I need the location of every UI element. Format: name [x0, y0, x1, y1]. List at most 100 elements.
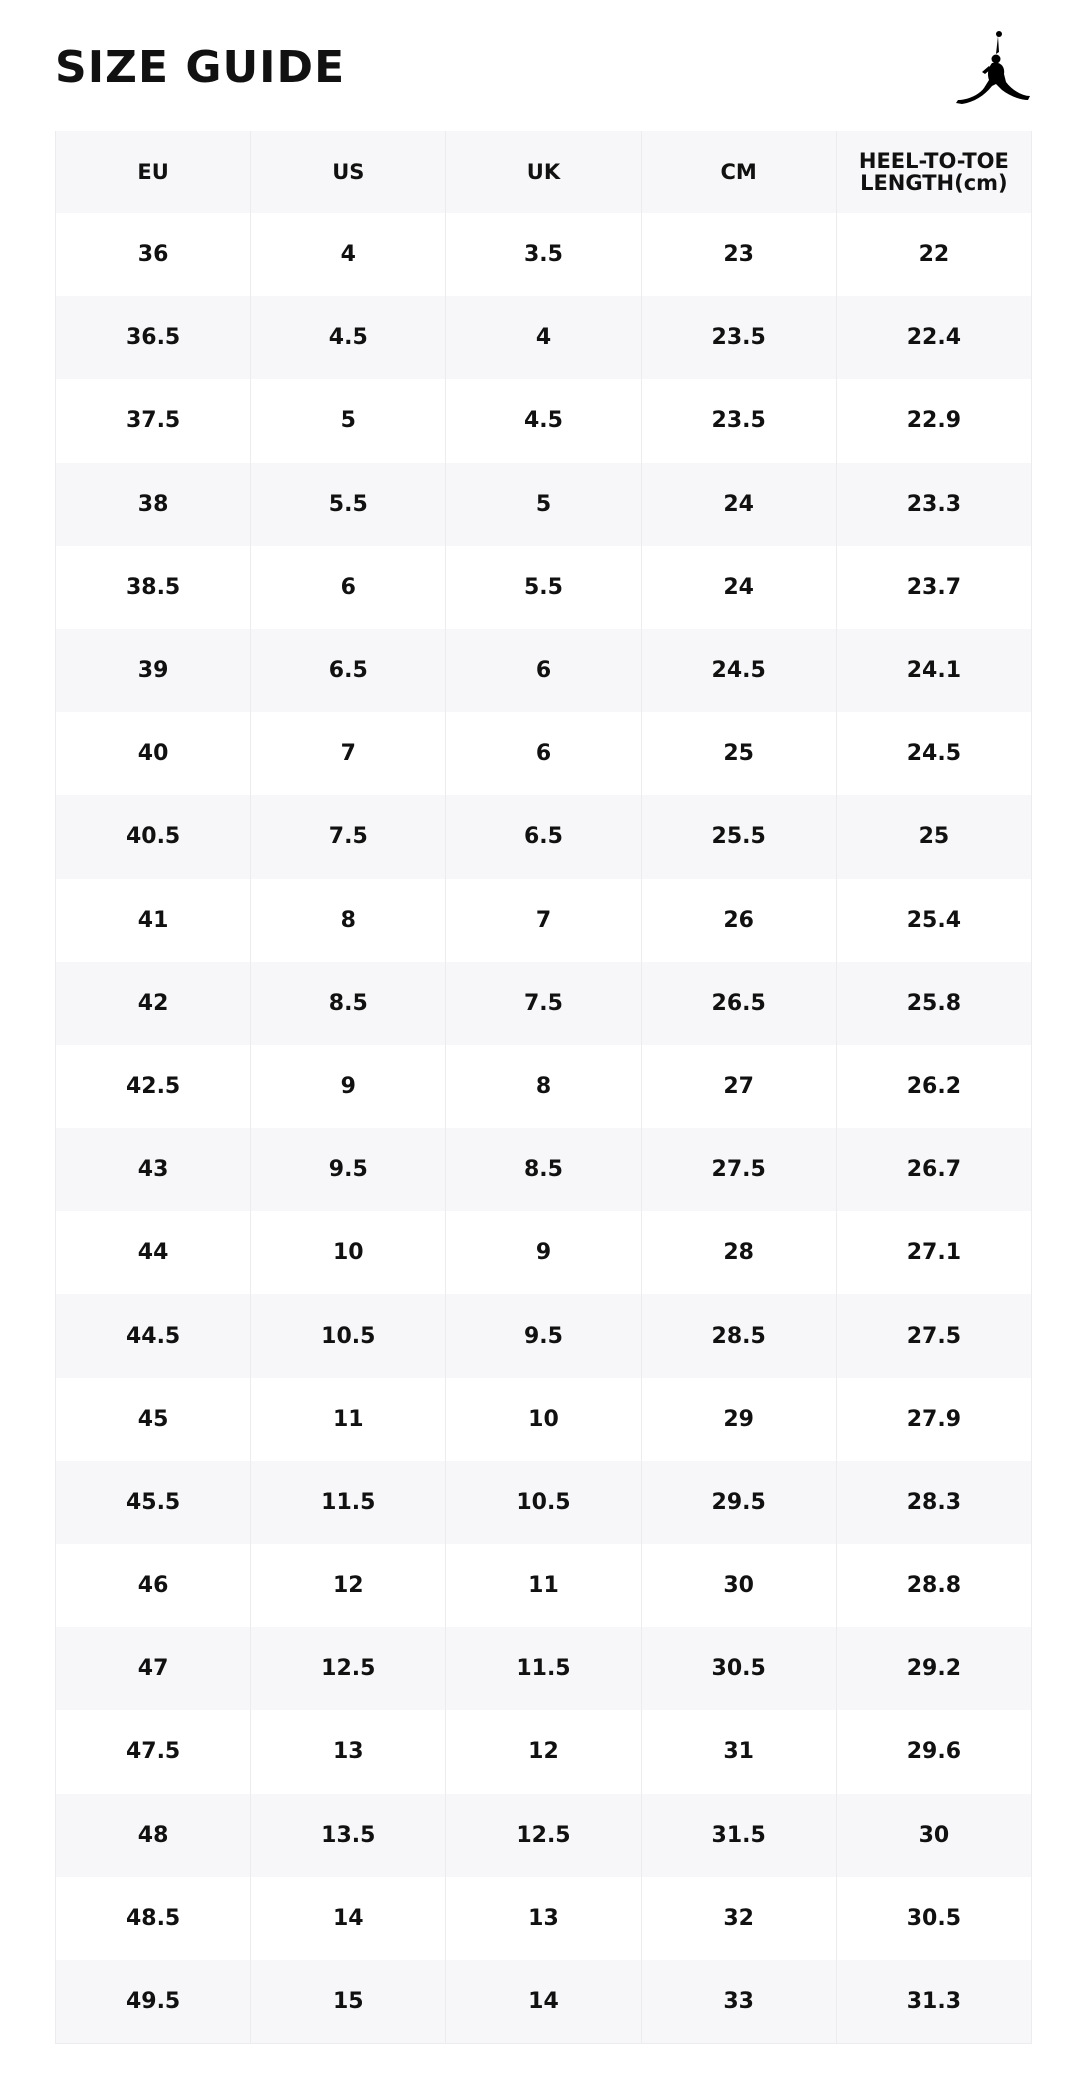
cell-eu: 40 — [54, 712, 252, 796]
cell-us: 11 — [250, 1377, 447, 1461]
cell-us: 8 — [250, 878, 447, 962]
cell-us: 13 — [250, 1710, 447, 1794]
cell-eu: 43 — [54, 1128, 252, 1212]
cell-heel-to-toe: 27.1 — [835, 1211, 1033, 1295]
table-row: 42.5 9 8 27 26.2 — [54, 1044, 1033, 1129]
cell-uk: 5.5 — [445, 545, 642, 629]
table-row: 41 8 7 26 25.4 — [54, 878, 1033, 962]
cell-us: 15 — [250, 1959, 447, 2045]
table-row: 37.5 5 4.5 23.5 22.9 — [54, 379, 1033, 463]
table-row: 43 9.5 8.5 27.5 26.7 — [54, 1128, 1033, 1212]
table-row: 45.5 11.5 10.5 29.5 28.3 — [54, 1460, 1033, 1544]
cell-eu: 48 — [54, 1793, 252, 1877]
cell-eu: 42 — [54, 961, 252, 1045]
cell-uk: 7 — [445, 878, 642, 962]
cell-eu: 45.5 — [54, 1460, 252, 1544]
cell-cm: 31.5 — [640, 1793, 837, 1877]
cell-us: 5 — [250, 379, 447, 463]
table-row: 47.5 13 12 31 29.6 — [54, 1710, 1033, 1794]
table-row: 36.5 4.5 4 23.5 22.4 — [54, 296, 1033, 380]
cell-cm: 28 — [640, 1211, 837, 1295]
cell-eu: 36 — [54, 213, 252, 297]
cell-cm: 23 — [640, 213, 837, 297]
cell-uk: 4 — [445, 296, 642, 380]
cell-heel-to-toe: 23.7 — [835, 545, 1033, 629]
cell-uk: 3.5 — [445, 213, 642, 297]
cell-us: 4 — [250, 213, 447, 297]
table-row: 44 10 9 28 27.1 — [54, 1211, 1033, 1295]
cell-us: 4.5 — [250, 296, 447, 380]
cell-eu: 42.5 — [54, 1044, 252, 1129]
size-guide-table: EU US UK CM HEEL-TO-TOE LENGTH(cm) 36 4 3.… — [54, 131, 1033, 2045]
page-title: SIZE GUIDE — [55, 42, 346, 93]
table-row: 38.5 6 5.5 24 23.7 — [54, 545, 1033, 629]
cell-eu: 41 — [54, 878, 252, 962]
cell-uk: 13 — [445, 1876, 642, 1960]
cell-cm: 27 — [640, 1044, 837, 1129]
cell-heel-to-toe: 24.5 — [835, 712, 1033, 796]
cell-eu: 39 — [54, 628, 252, 713]
cell-cm: 23.5 — [640, 296, 837, 380]
table-row: 40 7 6 25 24.5 — [54, 712, 1033, 796]
cell-heel-to-toe: 29.6 — [835, 1710, 1033, 1794]
cell-cm: 25.5 — [640, 795, 837, 879]
cell-cm: 26.5 — [640, 961, 837, 1045]
cell-uk: 4.5 — [445, 379, 642, 463]
cell-us: 10.5 — [250, 1294, 447, 1378]
cell-heel-to-toe: 23.3 — [835, 462, 1033, 546]
cell-us: 12 — [250, 1544, 447, 1628]
header-heel-to-toe: HEEL-TO-TOE LENGTH(cm) — [835, 131, 1033, 213]
cell-cm: 23.5 — [640, 379, 837, 463]
table-row: 40.5 7.5 6.5 25.5 25 — [54, 795, 1033, 879]
cell-us: 7.5 — [250, 795, 447, 879]
cell-cm: 26 — [640, 878, 837, 962]
table-row: 45 11 10 29 27.9 — [54, 1377, 1033, 1461]
cell-eu: 36.5 — [54, 296, 252, 380]
cell-cm: 24 — [640, 462, 837, 546]
cell-uk: 9 — [445, 1211, 642, 1295]
cell-eu: 46 — [54, 1544, 252, 1628]
cell-uk: 6 — [445, 712, 642, 796]
header-uk: UK — [445, 131, 642, 213]
cell-eu: 40.5 — [54, 795, 252, 879]
table-row: 47 12.5 11.5 30.5 29.2 — [54, 1627, 1033, 1711]
cell-cm: 28.5 — [640, 1294, 837, 1378]
table-row: 42 8.5 7.5 26.5 25.8 — [54, 961, 1033, 1045]
cell-us: 8.5 — [250, 961, 447, 1045]
cell-cm: 33 — [640, 1959, 837, 2045]
cell-us: 12.5 — [250, 1627, 447, 1711]
cell-uk: 10 — [445, 1377, 642, 1461]
cell-eu: 47.5 — [54, 1710, 252, 1794]
cell-us: 10 — [250, 1211, 447, 1295]
cell-heel-to-toe: 27.9 — [835, 1377, 1033, 1461]
cell-uk: 10.5 — [445, 1460, 642, 1544]
cell-uk: 8 — [445, 1044, 642, 1129]
cell-eu: 38.5 — [54, 545, 252, 629]
cell-heel-to-toe: 22.4 — [835, 296, 1033, 380]
cell-eu: 47 — [54, 1627, 252, 1711]
cell-heel-to-toe: 25.8 — [835, 961, 1033, 1045]
cell-cm: 30.5 — [640, 1627, 837, 1711]
cell-heel-to-toe: 22.9 — [835, 379, 1033, 463]
cell-us: 6 — [250, 545, 447, 629]
table-row: 39 6.5 6 24.5 24.1 — [54, 628, 1033, 713]
cell-heel-to-toe: 28.3 — [835, 1460, 1033, 1544]
cell-uk: 11.5 — [445, 1627, 642, 1711]
cell-heel-to-toe: 30.5 — [835, 1876, 1033, 1960]
cell-heel-to-toe: 29.2 — [835, 1627, 1033, 1711]
cell-heel-to-toe: 22 — [835, 213, 1033, 297]
cell-uk: 6 — [445, 628, 642, 713]
cell-uk: 9.5 — [445, 1294, 642, 1378]
cell-heel-to-toe: 28.8 — [835, 1544, 1033, 1628]
header-eu: EU — [54, 131, 252, 213]
table-row: 36 4 3.5 23 22 — [54, 213, 1033, 297]
cell-us: 11.5 — [250, 1460, 447, 1544]
cell-cm: 25 — [640, 712, 837, 796]
cell-heel-to-toe: 31.3 — [835, 1959, 1033, 2045]
cell-cm: 30 — [640, 1544, 837, 1628]
cell-uk: 12 — [445, 1710, 642, 1794]
cell-eu: 44.5 — [54, 1294, 252, 1378]
table-row: 38 5.5 5 24 23.3 — [54, 462, 1033, 546]
cell-cm: 31 — [640, 1710, 837, 1794]
cell-us: 9 — [250, 1044, 447, 1129]
